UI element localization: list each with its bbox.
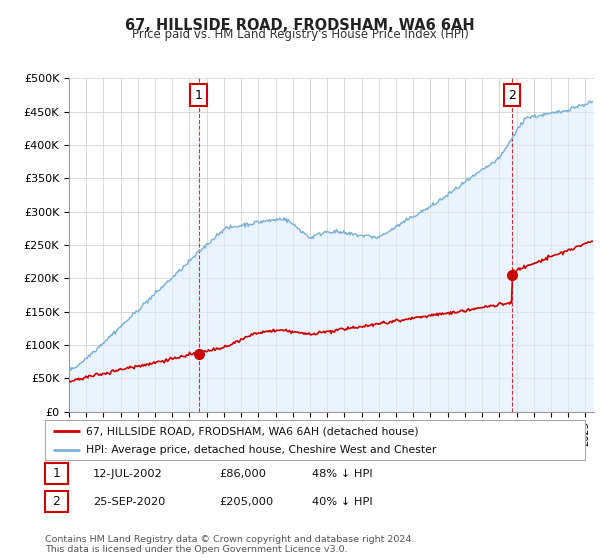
Text: 2: 2: [508, 88, 516, 101]
Text: Price paid vs. HM Land Registry's House Price Index (HPI): Price paid vs. HM Land Registry's House …: [131, 28, 469, 41]
Text: 25-SEP-2020: 25-SEP-2020: [93, 497, 166, 507]
Text: 12-JUL-2002: 12-JUL-2002: [93, 469, 163, 479]
Text: £86,000: £86,000: [219, 469, 266, 479]
Text: 67, HILLSIDE ROAD, FRODSHAM, WA6 6AH: 67, HILLSIDE ROAD, FRODSHAM, WA6 6AH: [125, 18, 475, 33]
Text: £205,000: £205,000: [219, 497, 273, 507]
Text: 1: 1: [194, 88, 203, 101]
Text: 67, HILLSIDE ROAD, FRODSHAM, WA6 6AH (detached house): 67, HILLSIDE ROAD, FRODSHAM, WA6 6AH (de…: [86, 426, 418, 436]
Text: 48% ↓ HPI: 48% ↓ HPI: [312, 469, 373, 479]
Text: 2: 2: [52, 495, 61, 508]
Text: 40% ↓ HPI: 40% ↓ HPI: [312, 497, 373, 507]
Text: 1: 1: [52, 467, 61, 480]
Text: HPI: Average price, detached house, Cheshire West and Chester: HPI: Average price, detached house, Ches…: [86, 445, 436, 455]
Text: Contains HM Land Registry data © Crown copyright and database right 2024.
This d: Contains HM Land Registry data © Crown c…: [45, 535, 415, 554]
